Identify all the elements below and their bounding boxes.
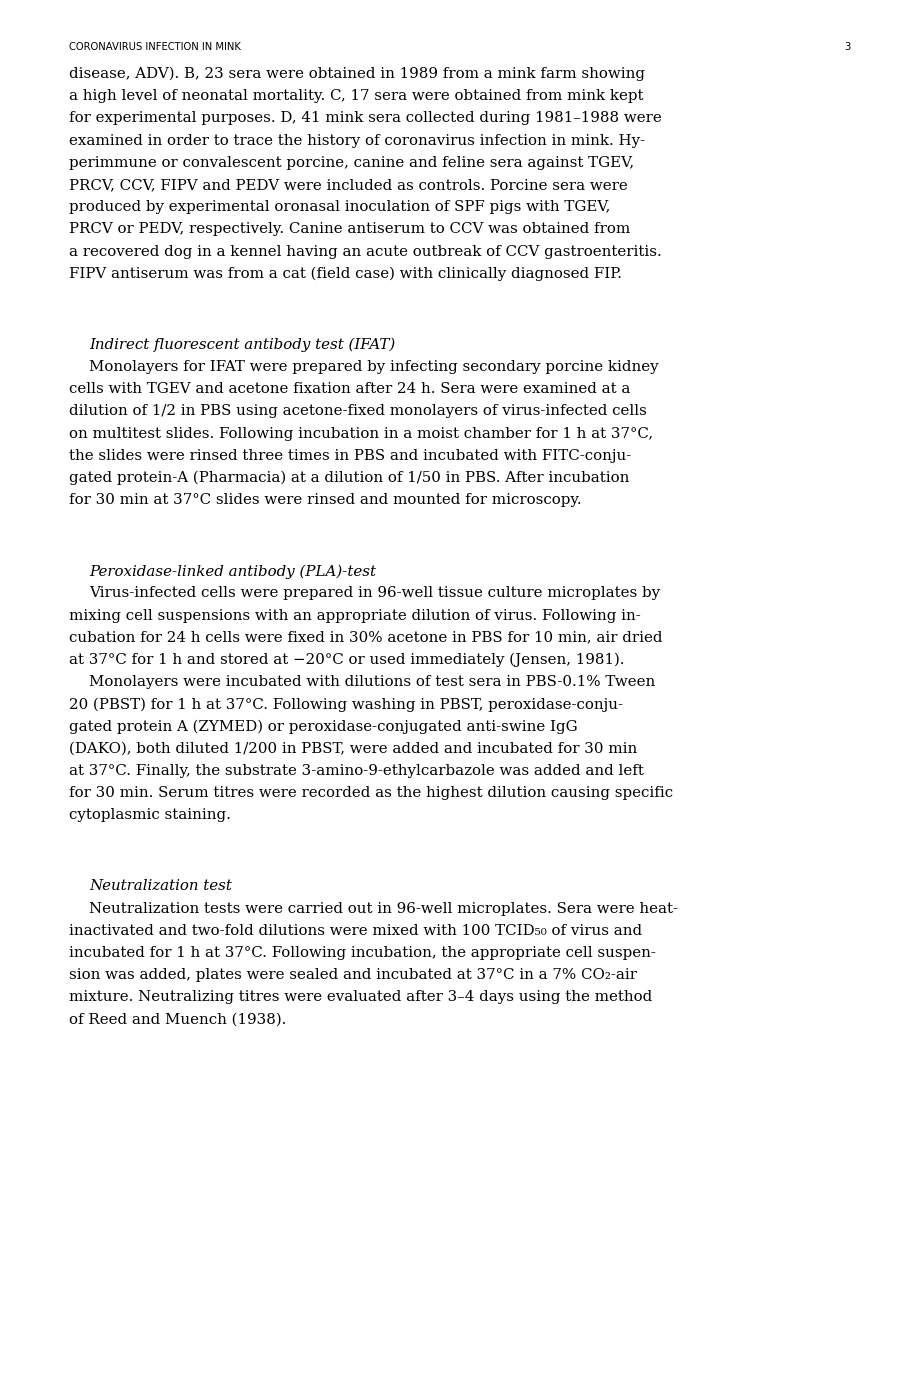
Text: Neutralization test: Neutralization test: [89, 880, 232, 894]
Text: at 37°C. Finally, the substrate 3-amino-9-ethylcarbazole was added and left: at 37°C. Finally, the substrate 3-amino-…: [69, 764, 643, 778]
Text: mixture. Neutralizing titres were evaluated after 3–4 days using the method: mixture. Neutralizing titres were evalua…: [69, 990, 652, 1005]
Text: (DAKO), both diluted 1/200 in PBST, were added and incubated for 30 min: (DAKO), both diluted 1/200 in PBST, were…: [69, 742, 637, 756]
Text: Monolayers were incubated with dilutions of test sera in PBS-0.1% Tween: Monolayers were incubated with dilutions…: [89, 675, 654, 689]
Text: cubation for 24 h cells were fixed in 30% acetone in PBS for 10 min, air dried: cubation for 24 h cells were fixed in 30…: [69, 631, 662, 645]
Text: inactivated and two-fold dilutions were mixed with 100 TCID₅₀ of virus and: inactivated and two-fold dilutions were …: [69, 924, 641, 938]
Text: cells with TGEV and acetone fixation after 24 h. Sera were examined at a: cells with TGEV and acetone fixation aft…: [69, 382, 630, 396]
Text: Monolayers for IFAT were prepared by infecting secondary porcine kidney: Monolayers for IFAT were prepared by inf…: [89, 360, 658, 374]
Text: mixing cell suspensions with an appropriate dilution of virus. Following in-: mixing cell suspensions with an appropri…: [69, 609, 640, 623]
Text: at 37°C for 1 h and stored at −20°C or used immediately (Jensen, 1981).: at 37°C for 1 h and stored at −20°C or u…: [69, 652, 624, 668]
Text: disease, ADV). B, 23 sera were obtained in 1989 from a mink farm showing: disease, ADV). B, 23 sera were obtained …: [69, 67, 644, 81]
Text: on multitest slides. Following incubation in a moist chamber for 1 h at 37°C,: on multitest slides. Following incubatio…: [69, 427, 652, 441]
Text: dilution of 1/2 in PBS using acetone-fixed monolayers of virus-infected cells: dilution of 1/2 in PBS using acetone-fix…: [69, 404, 646, 418]
Text: Neutralization tests were carried out in 96-well microplates. Sera were heat-: Neutralization tests were carried out in…: [89, 902, 677, 916]
Text: a recovered dog in a kennel having an acute outbreak of CCV gastroenteritis.: a recovered dog in a kennel having an ac…: [69, 244, 661, 258]
Text: incubated for 1 h at 37°C. Following incubation, the appropriate cell suspen-: incubated for 1 h at 37°C. Following inc…: [69, 947, 655, 960]
Text: Indirect fluorescent antibody test (IFAT): Indirect fluorescent antibody test (IFAT…: [89, 337, 395, 353]
Text: a high level of neonatal mortality. C, 17 sera were obtained from mink kept: a high level of neonatal mortality. C, 1…: [69, 89, 642, 103]
Text: PRCV, CCV, FIPV and PEDV were included as controls. Porcine sera were: PRCV, CCV, FIPV and PEDV were included a…: [69, 178, 627, 192]
Text: for 30 min. Serum titres were recorded as the highest dilution causing specific: for 30 min. Serum titres were recorded a…: [69, 786, 673, 800]
Text: CORONAVIRUS INFECTION IN MINK: CORONAVIRUS INFECTION IN MINK: [69, 42, 241, 52]
Text: FIPV antiserum was from a cat (field case) with clinically diagnosed FIP.: FIPV antiserum was from a cat (field cas…: [69, 266, 621, 282]
Text: cytoplasmic staining.: cytoplasmic staining.: [69, 809, 231, 822]
Text: produced by experimental oronasal inoculation of SPF pigs with TGEV,: produced by experimental oronasal inocul…: [69, 201, 609, 215]
Text: examined in order to trace the history of coronavirus infection in mink. Hy-: examined in order to trace the history o…: [69, 134, 644, 148]
Text: Virus-infected cells were prepared in 96-well tissue culture microplates by: Virus-infected cells were prepared in 96…: [89, 587, 660, 601]
Text: the slides were rinsed three times in PBS and incubated with FITC-conju-: the slides were rinsed three times in PB…: [69, 449, 630, 463]
Text: sion was added, plates were sealed and incubated at 37°C in a 7% CO₂-air: sion was added, plates were sealed and i…: [69, 969, 636, 983]
Text: Peroxidase-linked antibody (PLA)-test: Peroxidase-linked antibody (PLA)-test: [89, 565, 376, 579]
Text: for 30 min at 37°C slides were rinsed and mounted for microscopy.: for 30 min at 37°C slides were rinsed an…: [69, 493, 581, 507]
Text: PRCV or PEDV, respectively. Canine antiserum to CCV was obtained from: PRCV or PEDV, respectively. Canine antis…: [69, 222, 630, 237]
Text: gated protein-A (Pharmacia) at a dilution of 1/50 in PBS. After incubation: gated protein-A (Pharmacia) at a dilutio…: [69, 471, 629, 485]
Text: perimmune or convalescent porcine, canine and feline sera against TGEV,: perimmune or convalescent porcine, canin…: [69, 156, 633, 170]
Text: gated protein A (ZYMED) or peroxidase-conjugated anti-swine IgG: gated protein A (ZYMED) or peroxidase-co…: [69, 719, 577, 735]
Text: for experimental purposes. D, 41 mink sera collected during 1981–1988 were: for experimental purposes. D, 41 mink se…: [69, 112, 661, 125]
Text: of Reed and Muench (1938).: of Reed and Muench (1938).: [69, 1012, 286, 1026]
Text: 20 (PBST) for 1 h at 37°C. Following washing in PBST, peroxidase-conju-: 20 (PBST) for 1 h at 37°C. Following was…: [69, 697, 622, 712]
Text: 3: 3: [844, 42, 850, 52]
